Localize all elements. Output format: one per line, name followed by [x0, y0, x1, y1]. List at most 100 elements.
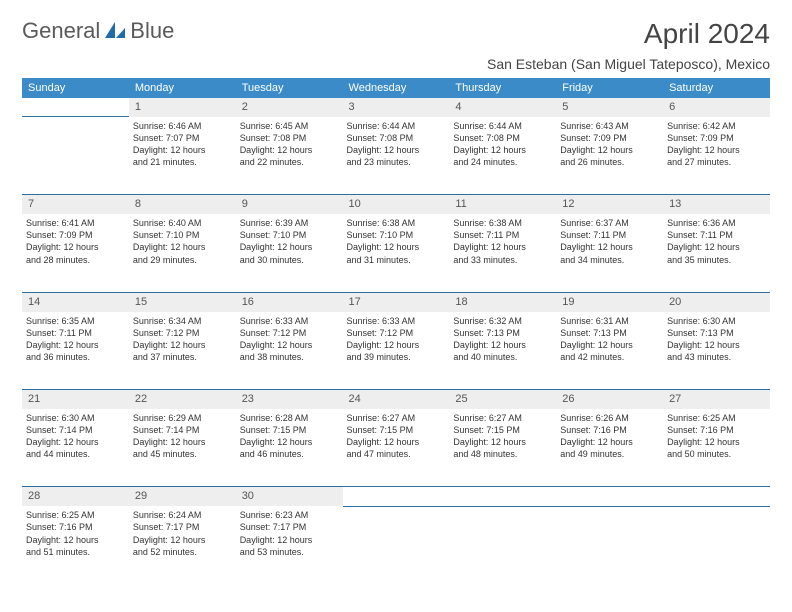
- daylight-text-1: Daylight: 12 hours: [667, 144, 766, 156]
- weekday-header: Tuesday: [236, 78, 343, 98]
- day-cell: Sunrise: 6:44 AMSunset: 7:08 PMDaylight:…: [449, 117, 556, 195]
- sunset-text: Sunset: 7:08 PM: [453, 132, 552, 144]
- daylight-text-1: Daylight: 12 hours: [240, 436, 339, 448]
- day-cell: Sunrise: 6:45 AMSunset: 7:08 PMDaylight:…: [236, 117, 343, 195]
- daylight-text-1: Daylight: 12 hours: [347, 436, 446, 448]
- day-cell: [663, 506, 770, 584]
- sunset-text: Sunset: 7:09 PM: [560, 132, 659, 144]
- weekday-header: Wednesday: [343, 78, 450, 98]
- daylight-text-2: and 43 minutes.: [667, 351, 766, 363]
- day-cell: Sunrise: 6:40 AMSunset: 7:10 PMDaylight:…: [129, 214, 236, 292]
- sunrise-text: Sunrise: 6:25 AM: [26, 509, 125, 521]
- day-number: 27: [663, 390, 770, 409]
- daylight-text-2: and 33 minutes.: [453, 254, 552, 266]
- day-number: [663, 487, 770, 506]
- sunrise-text: Sunrise: 6:44 AM: [347, 120, 446, 132]
- day-cell: Sunrise: 6:25 AMSunset: 7:16 PMDaylight:…: [22, 506, 129, 584]
- sunset-text: Sunset: 7:15 PM: [347, 424, 446, 436]
- day-number: 15: [129, 292, 236, 311]
- daylight-text-1: Daylight: 12 hours: [26, 534, 125, 546]
- sunset-text: Sunset: 7:14 PM: [26, 424, 125, 436]
- day-number: 26: [556, 390, 663, 409]
- sunset-text: Sunset: 7:13 PM: [560, 327, 659, 339]
- daylight-text-1: Daylight: 12 hours: [560, 436, 659, 448]
- sunrise-text: Sunrise: 6:28 AM: [240, 412, 339, 424]
- sunrise-text: Sunrise: 6:33 AM: [347, 315, 446, 327]
- sunset-text: Sunset: 7:10 PM: [133, 229, 232, 241]
- sunset-text: Sunset: 7:14 PM: [133, 424, 232, 436]
- sunrise-text: Sunrise: 6:45 AM: [240, 120, 339, 132]
- daylight-text-2: and 21 minutes.: [133, 156, 232, 168]
- day-cell: Sunrise: 6:33 AMSunset: 7:12 PMDaylight:…: [343, 312, 450, 390]
- daylight-text-1: Daylight: 12 hours: [347, 144, 446, 156]
- daylight-text-1: Daylight: 12 hours: [26, 436, 125, 448]
- sunset-text: Sunset: 7:13 PM: [667, 327, 766, 339]
- daylight-text-2: and 38 minutes.: [240, 351, 339, 363]
- sunrise-text: Sunrise: 6:37 AM: [560, 217, 659, 229]
- daylight-text-2: and 52 minutes.: [133, 546, 232, 558]
- daylight-text-2: and 47 minutes.: [347, 448, 446, 460]
- daylight-text-2: and 27 minutes.: [667, 156, 766, 168]
- day-cell: Sunrise: 6:31 AMSunset: 7:13 PMDaylight:…: [556, 312, 663, 390]
- day-number: 7: [22, 195, 129, 214]
- daylight-text-1: Daylight: 12 hours: [240, 144, 339, 156]
- daylight-text-2: and 35 minutes.: [667, 254, 766, 266]
- day-number: 30: [236, 487, 343, 506]
- day-cell: Sunrise: 6:30 AMSunset: 7:14 PMDaylight:…: [22, 409, 129, 487]
- day-cell: Sunrise: 6:28 AMSunset: 7:15 PMDaylight:…: [236, 409, 343, 487]
- brand-logo: General Blue: [22, 18, 174, 44]
- sunrise-text: Sunrise: 6:40 AM: [133, 217, 232, 229]
- daylight-text-1: Daylight: 12 hours: [133, 436, 232, 448]
- sunrise-text: Sunrise: 6:33 AM: [240, 315, 339, 327]
- day-number: 13: [663, 195, 770, 214]
- sunrise-text: Sunrise: 6:32 AM: [453, 315, 552, 327]
- day-number: 4: [449, 98, 556, 117]
- day-number: 5: [556, 98, 663, 117]
- sunrise-text: Sunrise: 6:41 AM: [26, 217, 125, 229]
- sunset-text: Sunset: 7:08 PM: [347, 132, 446, 144]
- day-number-row: 282930: [22, 487, 770, 506]
- daylight-text-2: and 44 minutes.: [26, 448, 125, 460]
- weekday-header: Saturday: [663, 78, 770, 98]
- day-number: 22: [129, 390, 236, 409]
- sunrise-text: Sunrise: 6:44 AM: [453, 120, 552, 132]
- daylight-text-1: Daylight: 12 hours: [26, 241, 125, 253]
- day-cell: Sunrise: 6:41 AMSunset: 7:09 PMDaylight:…: [22, 214, 129, 292]
- day-number: 10: [343, 195, 450, 214]
- sunrise-text: Sunrise: 6:23 AM: [240, 509, 339, 521]
- sunrise-text: Sunrise: 6:42 AM: [667, 120, 766, 132]
- day-number-row: 78910111213: [22, 195, 770, 214]
- sunset-text: Sunset: 7:07 PM: [133, 132, 232, 144]
- daylight-text-1: Daylight: 12 hours: [667, 436, 766, 448]
- day-cell: [22, 117, 129, 195]
- daylight-text-1: Daylight: 12 hours: [26, 339, 125, 351]
- sunrise-text: Sunrise: 6:27 AM: [347, 412, 446, 424]
- daylight-text-2: and 39 minutes.: [347, 351, 446, 363]
- day-cell: Sunrise: 6:26 AMSunset: 7:16 PMDaylight:…: [556, 409, 663, 487]
- daylight-text-2: and 29 minutes.: [133, 254, 232, 266]
- day-cell: [343, 506, 450, 584]
- day-number: 11: [449, 195, 556, 214]
- day-number: 12: [556, 195, 663, 214]
- sunrise-text: Sunrise: 6:26 AM: [560, 412, 659, 424]
- day-number: 1: [129, 98, 236, 117]
- sunrise-text: Sunrise: 6:39 AM: [240, 217, 339, 229]
- day-cell: Sunrise: 6:34 AMSunset: 7:12 PMDaylight:…: [129, 312, 236, 390]
- day-number-row: 21222324252627: [22, 390, 770, 409]
- daylight-text-2: and 50 minutes.: [667, 448, 766, 460]
- sunrise-text: Sunrise: 6:46 AM: [133, 120, 232, 132]
- daylight-text-2: and 48 minutes.: [453, 448, 552, 460]
- day-cell: Sunrise: 6:30 AMSunset: 7:13 PMDaylight:…: [663, 312, 770, 390]
- week-row: Sunrise: 6:25 AMSunset: 7:16 PMDaylight:…: [22, 506, 770, 584]
- day-number: 3: [343, 98, 450, 117]
- daylight-text-2: and 36 minutes.: [26, 351, 125, 363]
- sunset-text: Sunset: 7:16 PM: [560, 424, 659, 436]
- sunrise-text: Sunrise: 6:27 AM: [453, 412, 552, 424]
- day-cell: Sunrise: 6:36 AMSunset: 7:11 PMDaylight:…: [663, 214, 770, 292]
- daylight-text-1: Daylight: 12 hours: [560, 144, 659, 156]
- day-cell: Sunrise: 6:38 AMSunset: 7:10 PMDaylight:…: [343, 214, 450, 292]
- sunset-text: Sunset: 7:16 PM: [26, 521, 125, 533]
- brand-part1: General: [22, 18, 100, 44]
- sunset-text: Sunset: 7:11 PM: [453, 229, 552, 241]
- daylight-text-2: and 28 minutes.: [26, 254, 125, 266]
